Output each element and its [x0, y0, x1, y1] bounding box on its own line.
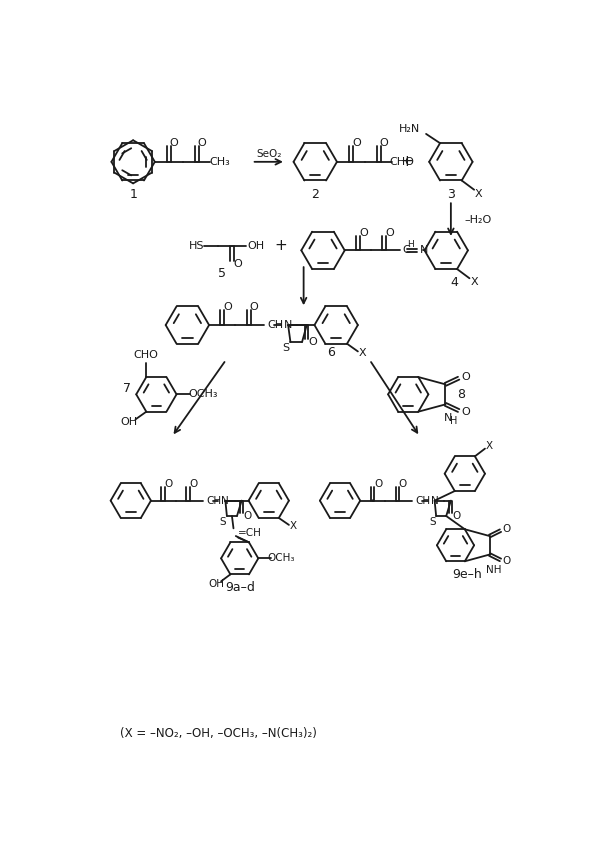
Text: CHO: CHO [389, 157, 415, 167]
Text: O: O [170, 138, 179, 148]
Text: CH₃: CH₃ [209, 157, 230, 167]
Text: N: N [221, 495, 229, 505]
Text: CH: CH [206, 495, 221, 505]
Text: O: O [190, 478, 198, 488]
Text: O: O [380, 138, 389, 148]
Text: =CH: =CH [238, 528, 262, 538]
Text: X: X [486, 441, 493, 451]
Text: OCH₃: OCH₃ [268, 554, 295, 563]
Text: O: O [164, 478, 173, 488]
Text: X: X [290, 522, 297, 532]
Text: 4: 4 [450, 276, 458, 289]
Text: C: C [403, 245, 410, 255]
Text: O: O [233, 259, 242, 269]
Text: O: O [308, 337, 317, 347]
Text: 7: 7 [123, 382, 131, 394]
Text: NH: NH [486, 565, 501, 575]
Text: N: N [284, 320, 293, 330]
Text: 3: 3 [447, 187, 455, 201]
Text: O: O [359, 227, 368, 237]
Text: (X = –NO₂, –OH, –OCH₃, –N(CH₃)₂): (X = –NO₂, –OH, –OCH₃, –N(CH₃)₂) [120, 727, 317, 739]
Text: H₂N: H₂N [398, 124, 420, 133]
Text: +: + [400, 154, 413, 170]
Text: X: X [359, 348, 367, 358]
Text: +: + [274, 238, 287, 254]
Text: 8: 8 [457, 388, 465, 401]
Text: OH: OH [208, 579, 224, 589]
Text: O: O [452, 511, 460, 521]
Text: O: O [503, 556, 511, 566]
Text: CHO: CHO [134, 350, 159, 360]
Text: O: O [198, 138, 206, 148]
Text: 1: 1 [129, 187, 137, 201]
Text: S: S [429, 517, 436, 527]
Text: O: O [385, 227, 394, 237]
Text: O: O [374, 478, 382, 488]
Text: CH: CH [415, 495, 430, 505]
Text: O: O [250, 303, 259, 312]
Text: HS: HS [189, 241, 205, 251]
Text: X: X [470, 277, 478, 287]
Text: N: N [445, 413, 453, 423]
Text: OCH₃: OCH₃ [188, 389, 218, 399]
Text: O: O [461, 371, 470, 382]
Text: –H₂O: –H₂O [465, 215, 492, 225]
Text: 2: 2 [311, 187, 319, 201]
Text: 5: 5 [218, 267, 226, 280]
Text: O: O [352, 138, 361, 148]
Text: 6: 6 [327, 345, 335, 359]
Text: SeO₂: SeO₂ [256, 149, 281, 159]
Text: H: H [407, 241, 413, 249]
Text: 9e–h: 9e–h [452, 568, 482, 581]
Text: OH: OH [121, 417, 138, 427]
Text: O: O [223, 303, 232, 312]
Text: 9a–d: 9a–d [225, 581, 254, 594]
Text: O: O [399, 478, 407, 488]
Text: OH: OH [247, 241, 264, 251]
Text: S: S [282, 343, 289, 353]
Text: O: O [503, 524, 511, 534]
Text: N: N [420, 245, 428, 255]
Text: X: X [475, 188, 482, 198]
Text: N: N [431, 495, 439, 505]
Text: H: H [449, 416, 457, 427]
Text: O: O [243, 511, 251, 521]
Text: O: O [461, 407, 470, 417]
Text: CH: CH [267, 320, 283, 330]
Text: S: S [220, 517, 226, 527]
